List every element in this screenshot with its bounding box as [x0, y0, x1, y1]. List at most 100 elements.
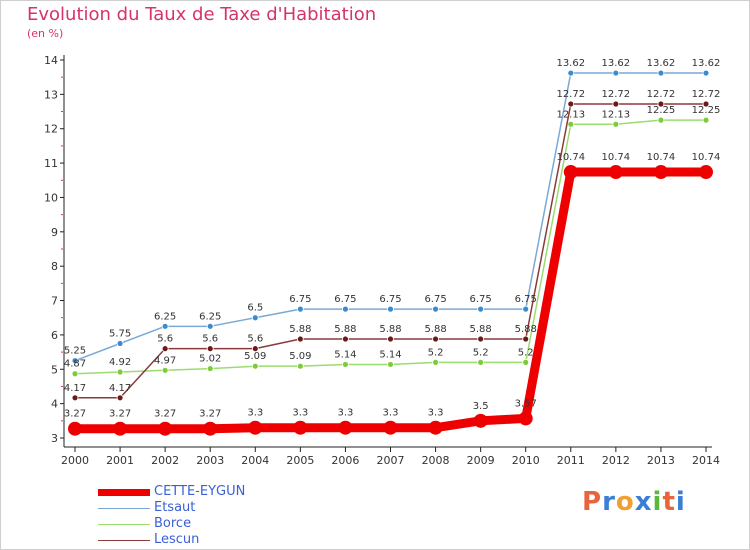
data-label: 3.3	[337, 408, 353, 419]
x-tick-label: 2014	[692, 454, 720, 467]
data-point-borce	[612, 120, 620, 128]
data-point-lescun	[612, 100, 620, 108]
y-tick-label: 10	[44, 191, 58, 204]
data-point-cette-eygun	[203, 421, 218, 436]
data-label: 3.27	[154, 409, 176, 420]
data-label: 4.97	[154, 355, 176, 366]
legend-label: Etsaut	[154, 500, 196, 515]
data-label: 6.75	[334, 294, 356, 305]
y-tick-label: 13	[44, 88, 58, 101]
data-point-etsaut	[612, 69, 620, 77]
x-tick-label: 2008	[422, 454, 450, 467]
data-point-cette-eygun	[293, 420, 308, 435]
data-point-lescun	[342, 335, 349, 343]
logo-letter: x	[634, 487, 653, 517]
data-label: 6.75	[379, 294, 401, 305]
data-point-borce	[161, 366, 169, 374]
data-point-lescun	[477, 335, 485, 343]
proxiti-logo: Proxiti	[582, 487, 686, 517]
data-point-lescun	[161, 345, 169, 353]
legend-label: CETTE-EYGUN	[154, 484, 246, 499]
data-label: 5.09	[289, 351, 311, 362]
data-label: 3.5	[473, 401, 489, 412]
data-point-borce	[432, 358, 439, 366]
data-point-etsaut	[567, 69, 575, 77]
data-point-cette-eygun	[473, 413, 488, 428]
data-point-cette-eygun	[68, 421, 82, 436]
data-point-borce	[702, 116, 710, 124]
data-label: 10.74	[692, 152, 721, 163]
data-point-etsaut	[71, 357, 79, 365]
data-label: 12.13	[602, 109, 631, 120]
data-label: 4.17	[109, 383, 131, 394]
data-point-lescun	[116, 394, 124, 402]
data-label: 5.14	[334, 349, 356, 360]
data-point-borce	[116, 368, 124, 376]
data-point-etsaut	[206, 322, 214, 330]
data-point-borce	[251, 362, 259, 370]
legend-swatch-etsaut	[98, 507, 150, 509]
data-point-etsaut	[116, 340, 124, 347]
data-point-lescun	[387, 335, 394, 343]
data-point-cette-eygun	[248, 420, 263, 435]
data-label: 5.2	[428, 347, 444, 358]
data-label: 6.75	[289, 294, 311, 305]
data-label: 13.62	[556, 58, 585, 69]
data-point-borce	[657, 116, 665, 124]
x-tick-label: 2001	[106, 454, 134, 467]
data-point-etsaut	[251, 314, 259, 322]
legend-label: Borce	[154, 516, 192, 531]
data-label: 3.3	[247, 408, 263, 419]
data-label: 3.27	[64, 409, 86, 420]
logo-letter: P	[582, 487, 603, 517]
data-point-cette-eygun	[518, 411, 533, 426]
data-label: 12.25	[692, 105, 721, 116]
data-point-borce	[477, 358, 485, 366]
data-point-borce	[567, 120, 575, 128]
data-point-borce	[342, 361, 349, 368]
logo-letter: t	[662, 487, 676, 517]
x-tick-label: 2011	[557, 454, 585, 467]
x-tick-label: 2000	[61, 454, 89, 467]
data-point-etsaut	[387, 305, 394, 313]
data-point-lescun	[432, 335, 439, 343]
data-label: 6.25	[199, 311, 221, 322]
data-point-lescun	[251, 345, 259, 353]
data-point-etsaut	[702, 69, 710, 77]
data-point-cette-eygun	[563, 165, 578, 180]
data-label: 10.74	[556, 152, 585, 163]
legend-swatch-cette-eygun	[98, 488, 150, 496]
y-tick-label: 3	[51, 432, 58, 445]
data-point-cette-eygun	[653, 165, 668, 180]
data-label: 13.62	[692, 58, 721, 69]
x-tick-label: 2005	[286, 454, 314, 467]
legend-item-etsaut: Etsaut	[98, 500, 245, 516]
data-label: 6.75	[424, 294, 446, 305]
data-label: 3.3	[292, 408, 308, 419]
data-label: 5.88	[515, 324, 537, 335]
data-point-borce	[296, 362, 304, 370]
legend-label: Lescun	[154, 532, 200, 547]
data-label: 5.6	[157, 334, 173, 345]
data-label: 5.75	[109, 329, 131, 340]
data-label: 13.62	[647, 58, 676, 69]
data-label: 12.25	[647, 105, 676, 116]
x-tick-label: 2007	[377, 454, 405, 467]
data-point-borce	[387, 361, 394, 368]
legend-item-lescun: Lescun	[98, 532, 245, 548]
x-tick-label: 2006	[331, 454, 359, 467]
legend: CETTE-EYGUN Etsaut Borce Lescun	[98, 484, 245, 548]
data-label: 5.2	[518, 347, 534, 358]
data-label: 6.5	[247, 303, 263, 314]
data-label: 5.02	[199, 354, 221, 365]
data-point-cette-eygun	[383, 420, 398, 435]
y-tick-label: 6	[51, 329, 58, 342]
y-tick-label: 4	[51, 398, 58, 411]
legend-swatch-borce	[98, 523, 150, 525]
data-point-cette-eygun	[608, 165, 623, 180]
y-tick-label: 7	[51, 295, 58, 308]
y-tick-label: 14	[44, 54, 58, 67]
legend-item-cette-eygun: CETTE-EYGUN	[98, 484, 245, 500]
